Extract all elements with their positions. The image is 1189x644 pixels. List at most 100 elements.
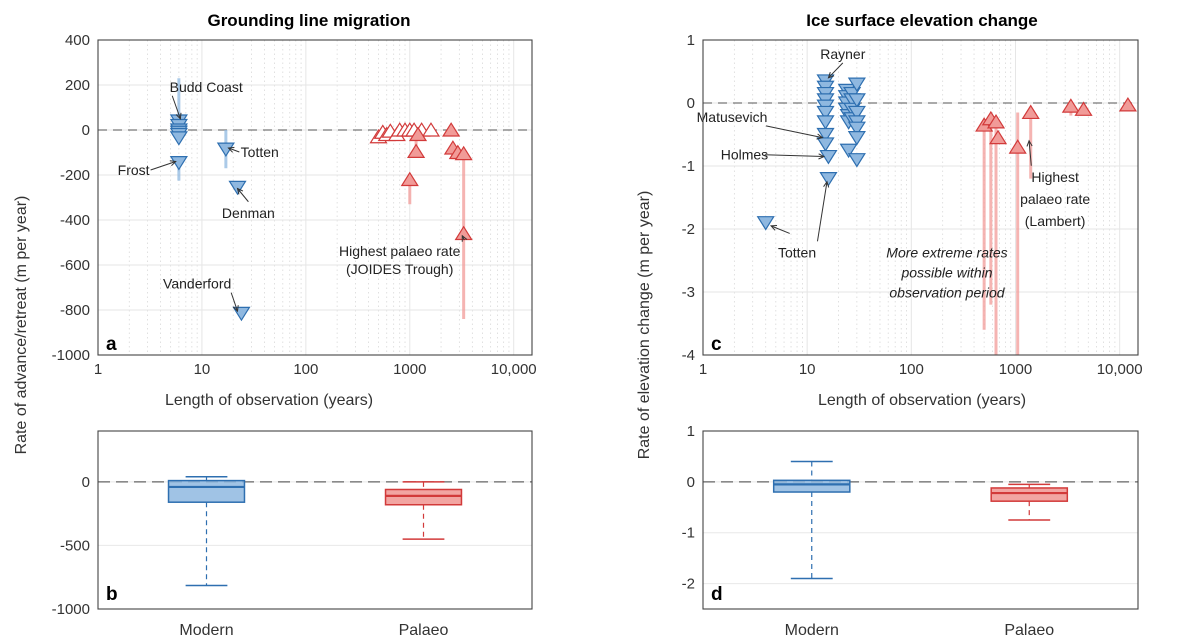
annotation-arrowhead (816, 133, 824, 140)
annotation-label: (Lambert) (1025, 213, 1086, 229)
x-tick-label: 10 (799, 361, 816, 378)
panel-c-elevation-change: Ice surface elevation change 1 10 100 1000 1… (682, 11, 1143, 409)
y-tick-label: -4 (682, 347, 695, 364)
box-palaeo (384, 488, 463, 506)
y-tick-label: -1 (682, 158, 695, 175)
modern-point (819, 172, 838, 187)
note-line: observation period (889, 284, 1005, 300)
palaeo-point (1021, 104, 1040, 120)
annotation-label: Matusevich (697, 109, 768, 125)
y-tick-label: 0 (687, 474, 695, 491)
box-modern (772, 479, 851, 493)
y-tick-label: -3 (682, 284, 695, 301)
x-tick-label: 1000 (999, 361, 1032, 378)
annotation-label: Frost (118, 162, 150, 178)
annotation-label: Denman (222, 205, 275, 221)
y-tick-label: 400 (65, 32, 90, 49)
x-tick-label: 10,000 (1097, 361, 1143, 378)
annotation-label: Vanderford (163, 276, 231, 292)
palaeo-point (1008, 139, 1027, 154)
palaeo-point (408, 126, 428, 142)
y-tick-label: -800 (60, 302, 90, 319)
palaeo-point (454, 145, 473, 161)
annotation-arrow (816, 181, 828, 242)
panel-a-grounding-line: Grounding line migration 1 10 100 1000 10,00… (52, 11, 537, 409)
annotation-arrowhead (823, 180, 830, 188)
palaeo-point (1118, 96, 1137, 112)
palaeo-point (442, 122, 461, 137)
annotation-arrowhead (232, 305, 239, 313)
panel-a-x-axis-label: Length of observation (years) (165, 392, 373, 409)
modern-point (839, 143, 858, 159)
annotation-arrow (228, 147, 240, 153)
annotation-arrow (171, 95, 181, 119)
y-tick-label: 0 (687, 95, 695, 112)
annotation-arrowhead (461, 234, 468, 242)
annotation-arrowhead (769, 224, 778, 231)
panel-d-letter: d (711, 584, 723, 605)
annotation-arrow (765, 125, 823, 139)
annotation-label: Totten (241, 144, 279, 160)
annotation-arrowhead (827, 71, 835, 79)
panel-b-letter: b (106, 584, 118, 605)
palaeo-point (1061, 98, 1080, 113)
box-palaeo (990, 487, 1069, 502)
panel-c-y-axis-label: Rate of elevation change (m per year) (636, 191, 653, 460)
plot-background (98, 431, 532, 609)
panel-a-plot: 1 10 100 1000 10,000 -1000 -800 -600 -400 -200 0 20… (52, 32, 537, 378)
panel-d-boxplot: -2 -1 0 1 Modern Palaeo d (682, 423, 1139, 639)
y-tick-label: 0 (82, 122, 90, 139)
plot-background (703, 431, 1138, 609)
y-tick-label: 200 (65, 77, 90, 94)
annotation-label: Highest palaeo rate (339, 243, 461, 259)
modern-point (847, 121, 866, 137)
x-tick-label: 1 (94, 361, 102, 378)
palaeo-point (988, 129, 1008, 145)
x-tick-label: 100 (899, 361, 924, 378)
panel-a-title: Grounding line migration (207, 11, 410, 30)
annotation-label: (JOIDES Trough) (346, 261, 453, 277)
modern-point (847, 153, 866, 168)
y-tick-label: -500 (60, 537, 90, 554)
modern-point (816, 105, 835, 121)
category-label: Palaeo (399, 622, 449, 639)
panel-a-letter: a (106, 334, 117, 355)
panel-a-y-axis-label: Rate of advance/retreat (m per year) (13, 196, 30, 455)
annotation-arrow (237, 188, 249, 203)
y-tick-label: -400 (60, 212, 90, 229)
box-modern (167, 479, 246, 503)
panel-b-boxplot: -1000 -500 0 Modern Palaeo b (52, 430, 533, 639)
annotation-arrow (764, 154, 824, 158)
y-tick-label: 0 (82, 474, 90, 491)
palaeo-point (421, 122, 441, 137)
y-tick-label: -1 (682, 525, 695, 542)
x-tick-label: 100 (293, 361, 318, 378)
modern-point (847, 93, 866, 108)
y-tick-label: -600 (60, 257, 90, 274)
modern-point (819, 149, 838, 165)
annotation-arrow (1028, 140, 1032, 166)
x-tick-label: 1 (699, 361, 707, 378)
annotation-arrowhead (1026, 139, 1033, 147)
panel-c-x-axis-label: Length of observation (years) (818, 392, 1026, 409)
plot-frame (702, 39, 1139, 356)
panel-d-plot: -2 -1 0 1 Modern Palaeo (682, 423, 1139, 639)
modern-point (847, 131, 866, 146)
modern-point (847, 105, 866, 121)
annotation-arrow (230, 292, 238, 312)
category-label: Modern (179, 622, 233, 639)
note-line: More extreme rates (886, 244, 1007, 260)
x-tick-label: 1000 (393, 361, 426, 378)
panel-b-plot: -1000 -500 0 Modern Palaeo (52, 430, 533, 639)
modern-point (228, 180, 247, 196)
palaeo-point (986, 113, 1006, 129)
panel-c-plot: 1 10 100 1000 10,000 -4 -3 -2 -1 0 1 Rayner Matusevi… (682, 32, 1143, 378)
y-tick-label: 1 (687, 32, 695, 49)
annotation-label: Budd Coast (170, 79, 243, 95)
palaeo-point (400, 171, 419, 187)
x-tick-label: 10 (194, 361, 211, 378)
annotation-arrowhead (818, 153, 826, 160)
category-label: Palaeo (1004, 622, 1054, 639)
plot-background (98, 40, 532, 355)
